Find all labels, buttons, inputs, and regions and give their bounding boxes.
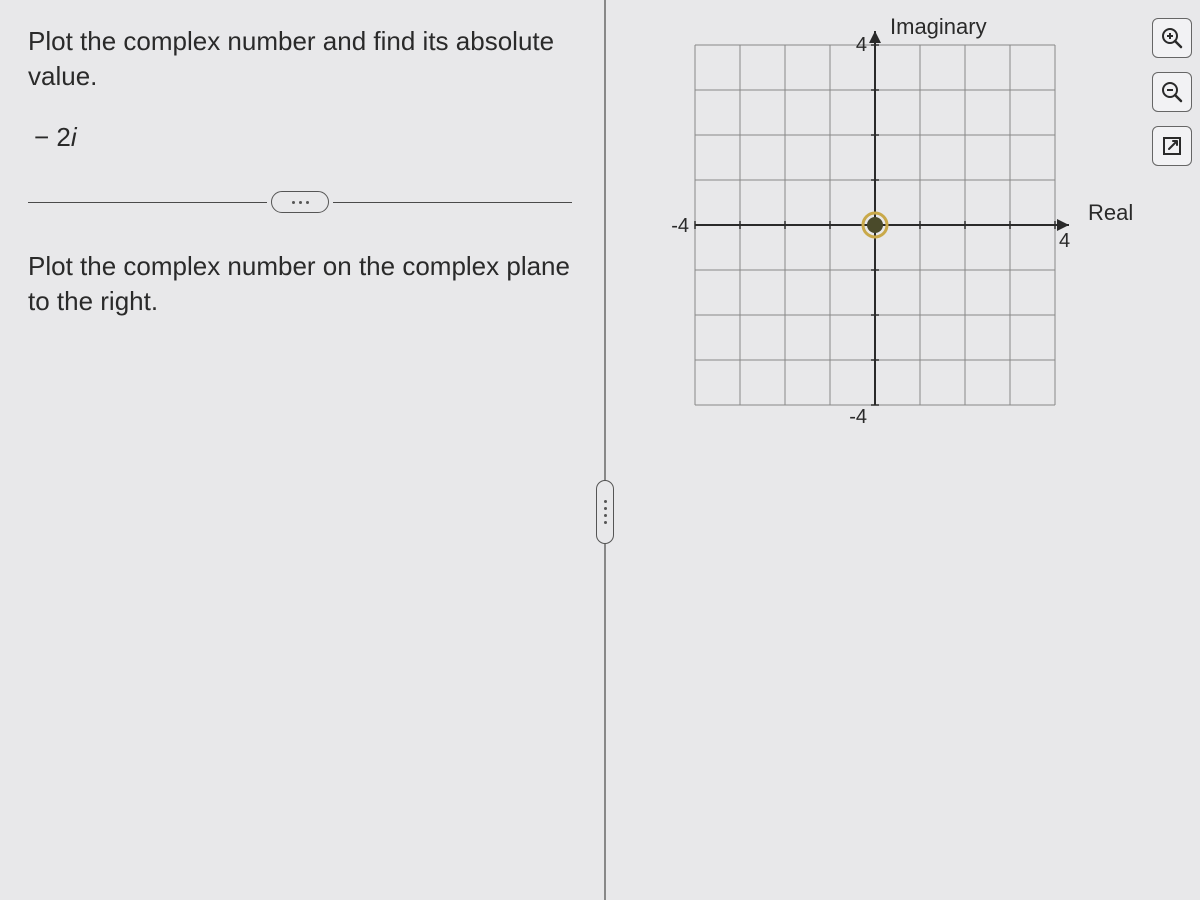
expand-button[interactable] xyxy=(1152,126,1192,166)
expand-icon xyxy=(1160,134,1184,158)
zoom-out-button[interactable] xyxy=(1152,72,1192,112)
real-axis-label: Real xyxy=(1088,200,1133,226)
more-button[interactable] xyxy=(271,191,329,213)
plotted-point[interactable] xyxy=(867,217,883,233)
svg-text:-4: -4 xyxy=(849,406,867,428)
instruction-text: Plot the complex number on the complex p… xyxy=(28,249,572,319)
complex-plane-plot[interactable]: -444-4 Imaginary Real xyxy=(670,20,1080,430)
plot-svg[interactable]: -4 4 4 -4 xyxy=(670,20,1080,430)
svg-text:4: 4 xyxy=(856,34,867,56)
zoom-in-button[interactable] xyxy=(1152,18,1192,58)
divider-line-right xyxy=(333,202,572,203)
problem-statement: Plot the complex number and find its abs… xyxy=(28,24,572,94)
svg-text:-4: -4 xyxy=(671,215,689,237)
left-pane: Plot the complex number and find its abs… xyxy=(0,0,600,900)
divider-line-left xyxy=(28,202,267,203)
plot-toolbar xyxy=(1152,18,1192,166)
expression-i: i xyxy=(71,122,77,152)
imaginary-axis-label: Imaginary xyxy=(890,14,987,40)
zoom-in-icon xyxy=(1160,26,1184,50)
main-container: Plot the complex number and find its abs… xyxy=(0,0,1200,900)
section-divider xyxy=(28,191,572,213)
svg-text:4: 4 xyxy=(1059,230,1070,252)
zoom-out-icon xyxy=(1160,80,1184,104)
complex-expression: − 2i xyxy=(34,122,572,153)
right-pane: -4 4 4 -4 Imaginary Real xyxy=(600,0,1200,900)
expression-prefix: − 2 xyxy=(34,122,71,152)
